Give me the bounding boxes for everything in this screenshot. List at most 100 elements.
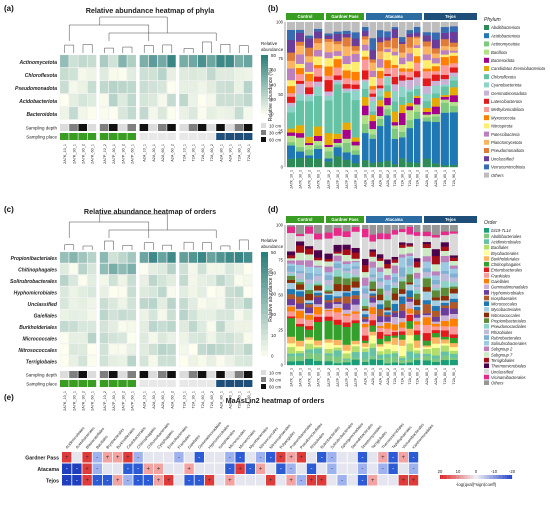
heat-c-cell	[108, 286, 118, 298]
bar-d-legend-label: Abditibacteriales	[490, 234, 521, 239]
bar-b-group-label: Control	[298, 14, 313, 19]
bar-b-bar-segment	[333, 31, 342, 35]
heat-a-annotation-cell	[225, 133, 234, 140]
bar-b-bar-segment	[296, 137, 305, 148]
bar-d-legend-swatch	[484, 284, 489, 290]
heat-a-dendro-branch	[143, 45, 154, 53]
heat-a-cell	[157, 106, 167, 120]
bar-b-bar-segment	[314, 81, 323, 87]
bar-d-bar-segment	[440, 339, 449, 344]
maaslin-cell	[143, 463, 153, 474]
heat-c-cell	[69, 355, 78, 367]
bar-d-bar-segment	[413, 261, 421, 268]
bar-d-x-tick: 2A7K_60_1	[316, 368, 320, 387]
bar-d-bar-segment	[406, 313, 413, 315]
heat-a-cell	[69, 106, 78, 120]
bar-d-bar-segment	[440, 261, 449, 271]
bar-b-bar-segment	[376, 118, 384, 127]
maaslin-cell	[255, 452, 266, 463]
bar-d-bar-segment	[384, 321, 391, 324]
heat-a-cell	[87, 106, 97, 120]
heat-c-legend-title: Relative	[261, 238, 278, 243]
heat-a-cell	[188, 80, 198, 94]
maaslin-cell	[194, 475, 204, 486]
heat-c-annotation-cell	[167, 380, 176, 387]
bar-d-bar-segment	[342, 296, 351, 304]
bar-b-x-tick: T2A_60_2	[415, 170, 419, 187]
bar-b-bar-segment	[369, 111, 376, 115]
bar-d-bar-segment	[369, 290, 376, 294]
heat-a-cell	[234, 67, 244, 81]
maaslin-legend-swatch	[468, 475, 471, 479]
bar-d-bar-segment	[314, 275, 323, 282]
heat-c-row-label: Unclassified	[28, 302, 58, 308]
bar-d-bar-segment	[440, 359, 449, 366]
bar-b-x-tick: 2A7K_10_1	[289, 170, 293, 189]
bar-d-bar-segment	[314, 340, 323, 346]
bar-b-bar-segment	[422, 93, 431, 102]
heat-a-cell	[179, 54, 189, 68]
maaslin-legend-swatch	[506, 475, 509, 479]
bar-d-bar-segment	[296, 303, 305, 309]
bar-d-bar-segment	[287, 251, 296, 256]
heat-c-column-label: 2A7K_30_2	[82, 391, 86, 411]
heat-c-cell	[206, 251, 216, 263]
heat-a-legend-swatch	[261, 110, 268, 114]
bar-b-bar-segment	[384, 91, 391, 98]
bar-d-bar-segment	[391, 225, 399, 231]
heat-a-legend-swatch	[261, 101, 268, 106]
bar-b-bar-segment	[376, 161, 384, 168]
bar-b-bar-segment	[449, 87, 458, 96]
bar-b-bar-segment	[384, 115, 391, 161]
maaslin-cell-sign: +	[126, 455, 130, 461]
bar-d-bar-segment	[406, 265, 413, 268]
heat-a-annotation-cell	[87, 124, 97, 131]
heat-c-cell	[197, 263, 207, 275]
heat-c-cell	[78, 297, 88, 309]
bar-b-bar-segment	[391, 76, 399, 85]
bar-d-bar-segment	[333, 283, 342, 292]
bar-d-bar-segment	[287, 273, 296, 276]
bar-b-bar-segment	[413, 70, 421, 78]
bar-b-x-tick: T2A_80_1	[443, 170, 447, 187]
bar-d-bar-segment	[333, 363, 342, 366]
maaslin-cell-sign: -	[321, 455, 323, 461]
maaslin-cell	[235, 463, 245, 474]
bar-d-bar-segment	[440, 343, 449, 346]
bar-d-legend-swatch	[484, 307, 489, 312]
heat-c-cell	[243, 286, 253, 298]
heat-c-cell	[139, 320, 149, 332]
bar-b-bar-segment	[431, 93, 440, 99]
maaslin-cell	[255, 475, 266, 486]
bar-d-bar-segment	[449, 255, 458, 258]
heat-c-depth-legend-swatch	[261, 384, 266, 389]
maaslin-legend-swatch	[463, 475, 466, 479]
bar-d-bar-segment	[362, 298, 369, 307]
bar-b-bar-segment	[305, 47, 314, 57]
bar-d-bar-segment	[351, 313, 360, 321]
bar-d-bar-segment	[351, 258, 360, 261]
heat-c-annotation-cell	[99, 371, 109, 378]
bar-b-bar-segment	[305, 101, 314, 137]
bar-d-legend-label: Frankiales	[491, 273, 510, 278]
bar-d-bar-segment	[287, 279, 296, 283]
heat-c-column-label: A2A_90_1	[229, 391, 233, 409]
heat-c-annotation-cell	[225, 371, 234, 378]
bar-d-bar-segment	[333, 251, 342, 254]
bar-b-bar-segment	[384, 109, 391, 116]
heat-a-cell	[206, 54, 216, 68]
heat-c-annotation-cell	[109, 371, 118, 378]
bar-d-bar-segment	[422, 313, 431, 316]
heat-c-cell	[78, 309, 88, 321]
bar-d-bar-segment	[440, 255, 449, 263]
heat-a-legend-title: Relative	[261, 41, 278, 46]
heat-a-annotation-cell	[99, 133, 109, 140]
bar-d-x-tick: 2A7K_30_1	[298, 368, 302, 387]
bar-d-bar-segment	[333, 301, 342, 304]
heat-a-legend-tick: 20	[271, 97, 277, 102]
bar-d-bar-segment	[406, 255, 413, 259]
bar-d-legend-swatch	[484, 278, 489, 284]
maaslin-cell	[286, 452, 296, 463]
heat-a-row-label: Actinomycetota	[18, 60, 57, 66]
bar-d-bar-segment	[342, 272, 351, 279]
